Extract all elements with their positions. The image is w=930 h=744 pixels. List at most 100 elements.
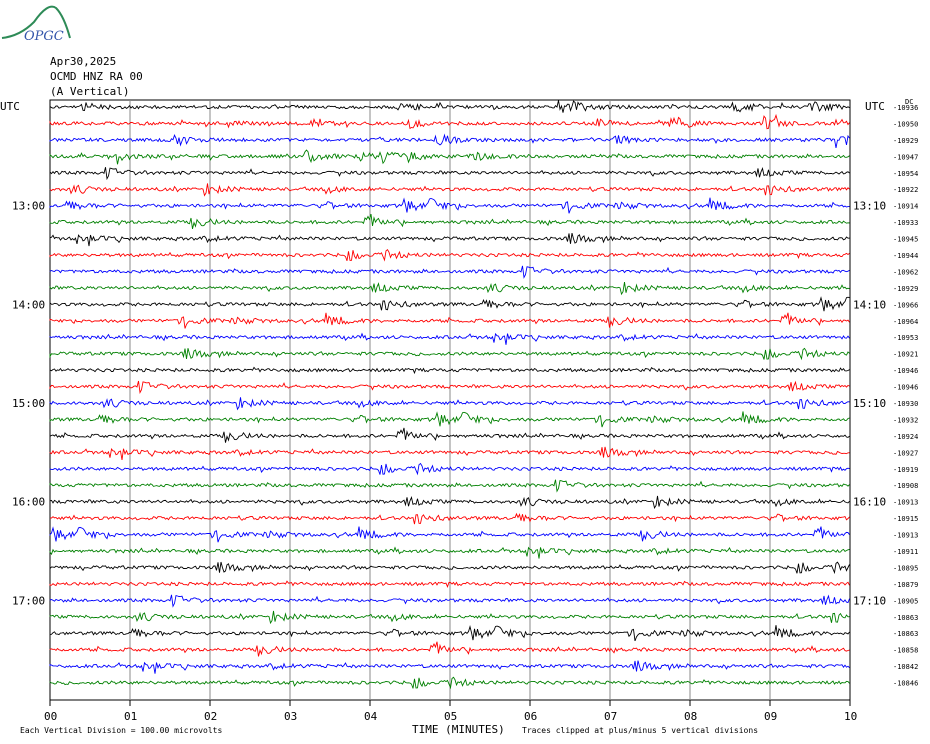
seismic-trace [49, 427, 850, 443]
seismic-trace [49, 282, 850, 296]
right-time-labels: 13:10 14:10 15:10 16:10 17:10 [853, 200, 886, 608]
right-utc-label: UTC [865, 100, 885, 113]
seismic-trace [49, 197, 850, 214]
seismic-trace [49, 625, 850, 642]
dc-offset-label: -10933 [893, 219, 918, 227]
seismic-trace [49, 580, 850, 588]
footer-left: Each Vertical Division = 100.00 microvol… [20, 726, 222, 735]
right-hour-label: 16:10 [853, 496, 886, 509]
dc-offset-label: -10927 [893, 449, 918, 457]
seismic-trace [49, 512, 850, 525]
dc-offset-label: -10858 [893, 647, 918, 655]
x-tick-label: 02 [204, 710, 217, 723]
seismic-trace [49, 100, 850, 113]
left-utc-label: UTC [0, 100, 20, 113]
seismic-trace [49, 213, 850, 230]
dc-offset-label: -10945 [893, 236, 918, 244]
dc-offset-label: -10905 [893, 597, 918, 605]
dc-offset-label: -10914 [893, 203, 918, 211]
seismic-trace [49, 676, 850, 690]
right-hour-label: 14:10 [853, 298, 886, 311]
x-tick-label: 05 [444, 710, 457, 723]
seismic-trace [49, 546, 850, 559]
dc-offset-label: -10879 [893, 581, 918, 589]
dc-offset-label: -10954 [893, 170, 918, 178]
station-code: OCMD HNZ RA 00 [50, 70, 143, 83]
x-tick-label: 01 [124, 710, 137, 723]
left-hour-label: 17:00 [12, 594, 45, 607]
seismic-trace [49, 249, 850, 262]
x-tick-label: 09 [764, 710, 777, 723]
seismic-trace [49, 479, 850, 493]
seismic-trace [49, 133, 850, 148]
logo-mountain-icon [1, 5, 71, 39]
dc-offset-label: -10962 [893, 268, 918, 276]
dc-offset-label: -10863 [893, 630, 918, 638]
x-tick-label: 03 [284, 710, 297, 723]
dc-offset-label: -10946 [893, 384, 918, 392]
seismic-trace [49, 495, 850, 510]
seismic-trace [49, 397, 850, 411]
dc-offset-label: -10966 [893, 301, 918, 309]
dc-offset-label: -10915 [893, 515, 918, 523]
dc-offset-label: -10913 [893, 499, 918, 507]
seismic-trace [49, 332, 850, 345]
seismic-trace [49, 149, 850, 165]
dc-offset-label: -10950 [893, 120, 918, 128]
seismic-trace [49, 594, 850, 608]
left-hour-label: 14:00 [12, 298, 45, 311]
left-hour-label: 16:00 [12, 496, 45, 509]
seismic-trace [49, 113, 850, 130]
dc-offset-label: -10922 [893, 186, 918, 194]
dc-offset-label: -10919 [893, 466, 918, 474]
dc-offset-label: -10895 [893, 564, 918, 572]
dc-offset-label: -10930 [893, 400, 918, 408]
dc-offset-label: -10863 [893, 614, 918, 622]
seismic-trace [49, 411, 850, 428]
seismic-trace [49, 380, 850, 394]
dc-offset-label: -10932 [893, 416, 918, 424]
x-tick-label: 04 [364, 710, 378, 723]
x-tick-label: 07 [604, 710, 617, 723]
seismic-trace [49, 232, 850, 247]
x-tick-label: 08 [684, 710, 697, 723]
footer-right: Traces clipped at plus/minus 5 vertical … [522, 726, 758, 735]
seismic-trace [49, 366, 850, 375]
right-hour-label: 15:10 [853, 397, 886, 410]
seismic-trace [49, 462, 850, 476]
dc-offset-label: -10936 [893, 104, 918, 112]
logo-text: OPGC [24, 29, 64, 44]
right-hour-label: 17:10 [853, 594, 886, 607]
dc-offset-label: -10929 [893, 285, 918, 293]
dc-offset-label: -10964 [893, 318, 918, 326]
trace-group [49, 100, 850, 690]
seismic-trace [49, 183, 850, 197]
dc-offset-label: -10929 [893, 137, 918, 145]
seismic-trace [49, 641, 850, 657]
dc-offset-label: -10913 [893, 532, 918, 540]
seismic-trace [49, 660, 850, 674]
x-tick-label: 06 [524, 710, 537, 723]
seismic-trace [49, 446, 850, 460]
x-tick-label: 10 [844, 710, 857, 723]
seismic-trace [49, 296, 850, 312]
chart-date: Apr30,2025 [50, 55, 117, 68]
dc-offset-label: -10842 [893, 663, 918, 671]
x-tick-labels: 00 01 02 03 04 05 06 07 08 09 10 [44, 710, 857, 723]
dc-offset-label: -10944 [893, 252, 918, 260]
dc-offset-label: -10947 [893, 153, 918, 161]
left-hour-label: 13:00 [12, 200, 45, 213]
seismic-trace [49, 561, 850, 575]
dc-offset-label: -10921 [893, 351, 918, 359]
seismic-trace [49, 347, 850, 361]
seismic-trace [49, 265, 850, 279]
seismic-trace [49, 526, 850, 543]
dc-offset-label: -10953 [893, 334, 918, 342]
dc-offset-label: -10911 [893, 548, 918, 556]
dc-header: DC [905, 98, 913, 106]
right-hour-label: 13:10 [853, 200, 886, 213]
dc-offset-label: -10846 [893, 680, 918, 688]
x-axis-label: TIME (MINUTES) [412, 723, 505, 736]
seismic-trace [49, 167, 850, 181]
